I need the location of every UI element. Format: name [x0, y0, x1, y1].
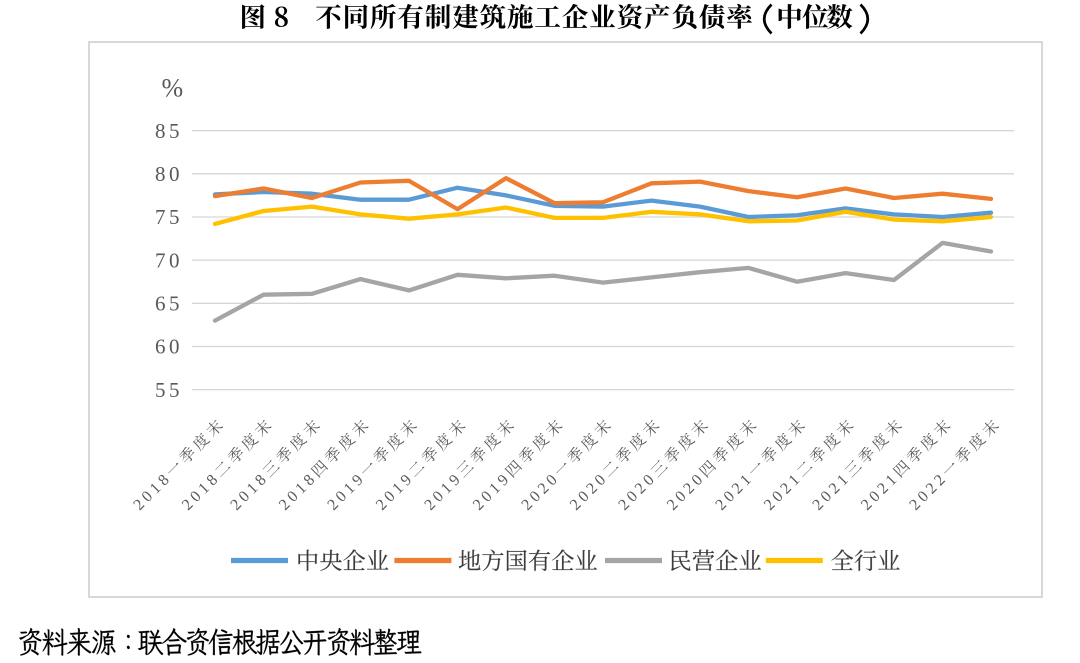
svg-text:%: % — [162, 74, 184, 103]
svg-text:65: 65 — [155, 292, 183, 316]
svg-text:55: 55 — [155, 378, 183, 402]
svg-text:85: 85 — [155, 119, 183, 143]
svg-text:75: 75 — [155, 205, 183, 229]
svg-text:70: 70 — [155, 248, 183, 272]
svg-text:80: 80 — [155, 162, 183, 186]
svg-text:60: 60 — [155, 335, 183, 359]
